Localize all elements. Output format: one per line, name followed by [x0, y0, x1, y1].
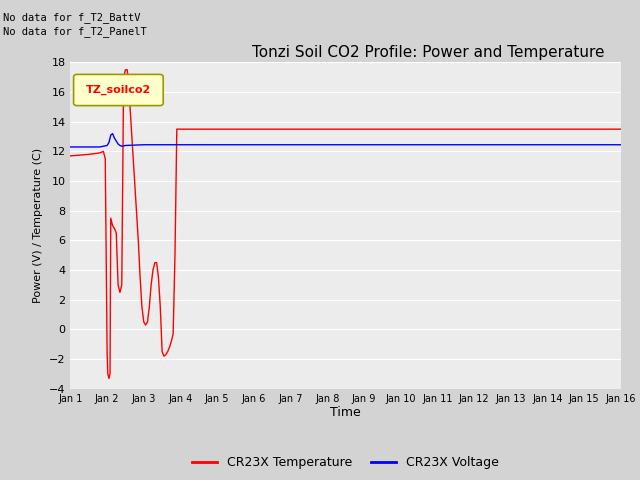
X-axis label: Time: Time: [330, 407, 361, 420]
Text: TZ_soilco2: TZ_soilco2: [86, 85, 151, 95]
Y-axis label: Power (V) / Temperature (C): Power (V) / Temperature (C): [33, 148, 44, 303]
Legend: CR23X Temperature, CR23X Voltage: CR23X Temperature, CR23X Voltage: [187, 451, 504, 474]
Text: No data for f_T2_BattV: No data for f_T2_BattV: [3, 12, 141, 23]
Text: No data for f_T2_PanelT: No data for f_T2_PanelT: [3, 26, 147, 37]
Title: Tonzi Soil CO2 Profile: Power and Temperature: Tonzi Soil CO2 Profile: Power and Temper…: [252, 45, 604, 60]
